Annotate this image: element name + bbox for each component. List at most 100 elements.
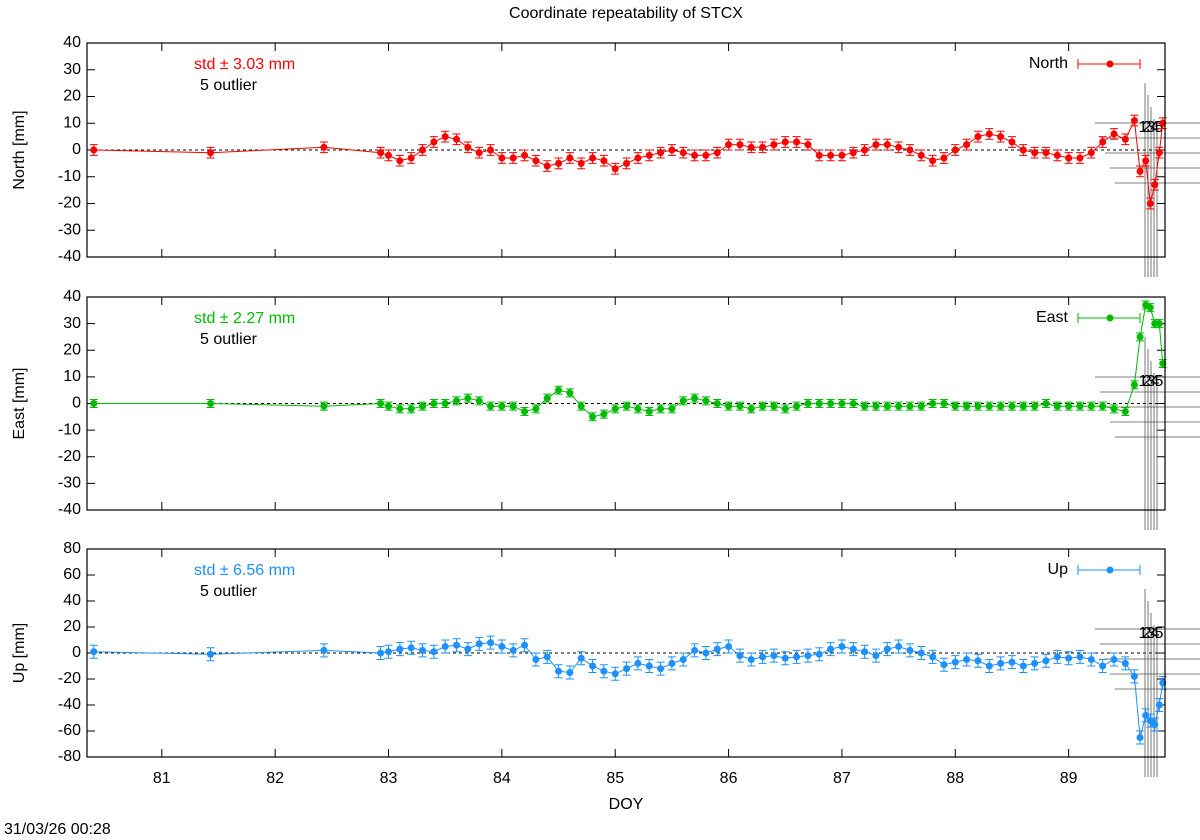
data-point	[793, 402, 801, 410]
data-point	[1042, 149, 1050, 157]
data-point	[566, 389, 574, 397]
y-tick-label: -10	[58, 168, 81, 185]
data-point	[532, 656, 540, 663]
data-point	[657, 149, 665, 157]
data-point	[906, 402, 914, 410]
data-point	[1008, 658, 1016, 666]
data-point	[940, 661, 948, 669]
data-point	[1042, 400, 1050, 407]
data-point	[1019, 146, 1027, 154]
data-point	[1146, 200, 1154, 207]
data-point	[906, 646, 914, 654]
data-point	[1065, 154, 1073, 162]
data-point	[320, 402, 328, 410]
data-point	[997, 402, 1005, 410]
data-point	[377, 649, 385, 657]
data-point	[1155, 320, 1163, 328]
data-point	[441, 400, 449, 407]
y-tick-label: 40	[63, 34, 81, 51]
data-point	[951, 146, 959, 154]
data-point	[1099, 402, 1107, 410]
data-point	[441, 643, 449, 650]
y-tick-label: 0	[72, 644, 81, 661]
data-point	[1110, 405, 1118, 413]
data-point	[951, 658, 959, 666]
data-point	[849, 645, 857, 653]
data-point	[872, 402, 880, 410]
data-point	[1130, 672, 1138, 680]
data-point	[804, 141, 812, 149]
y-tick-label: -80	[58, 748, 81, 765]
y-tick-label: 80	[63, 540, 81, 557]
data-point	[430, 138, 438, 146]
data-point	[736, 141, 744, 149]
data-point	[793, 653, 801, 661]
data-point	[929, 653, 937, 661]
data-point	[1146, 717, 1154, 725]
y-tick-label: 40	[63, 288, 81, 305]
y-tick-label: 20	[63, 618, 81, 635]
data-point	[377, 149, 385, 157]
data-point	[883, 141, 891, 149]
data-point	[1136, 734, 1144, 741]
outlier-label: 4	[1151, 625, 1160, 642]
data-point	[679, 397, 687, 405]
data-point	[1053, 151, 1061, 159]
data-point	[804, 400, 812, 407]
data-point	[815, 400, 823, 407]
std-annotation: std ± 2.27 mm	[194, 310, 295, 327]
data-point	[827, 151, 835, 159]
data-point	[475, 149, 483, 157]
outlier-label: 2	[1143, 373, 1152, 390]
data-point	[668, 146, 676, 154]
data-point	[1155, 701, 1163, 709]
data-point	[1136, 333, 1144, 341]
data-point	[90, 146, 98, 154]
data-point	[781, 405, 789, 413]
data-point	[396, 405, 404, 413]
data-point	[906, 146, 914, 154]
data-point	[498, 154, 506, 162]
data-point	[940, 154, 948, 162]
outlier-label: 5	[1155, 625, 1164, 642]
data-point	[1151, 181, 1159, 189]
data-point	[1087, 656, 1095, 663]
data-point	[1121, 659, 1129, 667]
outlier-label: 3	[1147, 119, 1156, 136]
plot-frame	[86, 548, 1166, 758]
data-point	[464, 645, 472, 653]
y-tick-label: 10	[63, 114, 81, 131]
data-point	[543, 653, 551, 661]
data-point	[90, 648, 98, 656]
y-tick-label: -40	[58, 696, 81, 713]
data-point	[974, 133, 982, 141]
y-tick-label: 30	[63, 61, 81, 78]
data-point	[555, 159, 563, 167]
data-point	[1076, 653, 1084, 661]
data-point	[747, 656, 755, 663]
data-point	[691, 394, 699, 402]
data-point	[1053, 653, 1061, 661]
data-point	[634, 659, 642, 667]
y-tick-label: 0	[72, 141, 81, 158]
y-tick-label: -30	[58, 475, 81, 492]
data-point	[668, 405, 676, 413]
y-tick-label: -20	[58, 195, 81, 212]
data-point	[736, 652, 744, 660]
data-point	[895, 643, 903, 650]
outlier-label: 1	[1139, 373, 1148, 390]
data-point	[487, 146, 495, 154]
data-point	[691, 646, 699, 654]
data-point	[611, 670, 619, 678]
data-point	[1087, 402, 1095, 410]
data-point	[1142, 157, 1150, 165]
data-point	[623, 159, 631, 167]
y-tick-label: 60	[63, 566, 81, 583]
data-point	[430, 648, 438, 656]
data-point	[747, 143, 755, 151]
data-point	[1146, 304, 1154, 312]
data-point	[1130, 381, 1138, 389]
y-tick-label: -20	[58, 448, 81, 465]
data-point	[498, 402, 506, 410]
data-point	[747, 405, 755, 413]
